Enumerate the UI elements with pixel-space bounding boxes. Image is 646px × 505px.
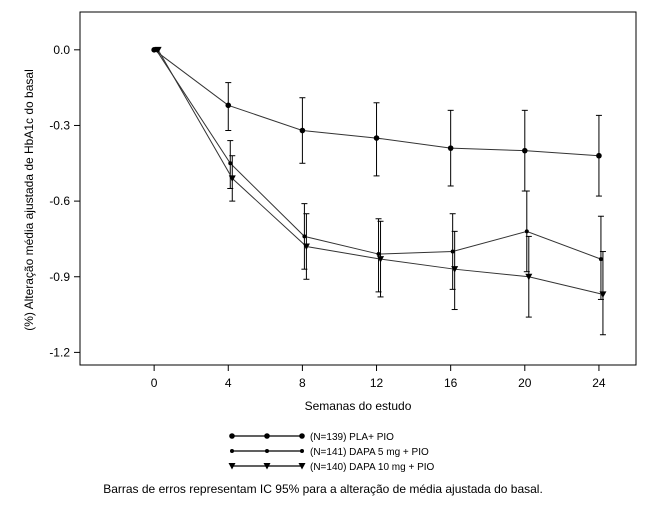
x-tick-label: 4 bbox=[225, 376, 232, 390]
data-point bbox=[447, 145, 454, 151]
data-point bbox=[230, 449, 234, 453]
data-point bbox=[154, 46, 162, 54]
x-tick-label: 20 bbox=[518, 376, 532, 390]
series-layer bbox=[151, 46, 607, 336]
plot-frame bbox=[79, 11, 637, 366]
data-point bbox=[225, 102, 232, 109]
data-point bbox=[228, 161, 233, 166]
data-point bbox=[299, 433, 305, 439]
data-point bbox=[598, 257, 603, 262]
data-point bbox=[524, 229, 529, 234]
data-point bbox=[596, 152, 602, 159]
data-point bbox=[228, 175, 236, 182]
y-tick-label: 0.0 bbox=[53, 43, 70, 57]
y-tick-label: -0.6 bbox=[49, 194, 70, 208]
x-tick-label: 16 bbox=[444, 376, 458, 390]
data-point bbox=[377, 256, 385, 263]
data-point bbox=[376, 252, 381, 257]
data-point bbox=[298, 463, 306, 470]
legend-label: (N=140) DAPA 10 mg + PIO bbox=[310, 462, 435, 473]
y-tick-label: -0.9 bbox=[49, 270, 70, 284]
data-point bbox=[522, 147, 528, 154]
y-axis: 0.0 -0.3 -0.6 -0.9 -1.2 bbox=[49, 43, 80, 359]
data-point bbox=[451, 266, 459, 273]
data-point bbox=[300, 449, 304, 453]
data-point bbox=[228, 463, 236, 470]
y-tick-label: -1.2 bbox=[49, 345, 70, 359]
data-point bbox=[229, 433, 235, 439]
data-point bbox=[302, 243, 310, 250]
data-point bbox=[450, 249, 455, 254]
data-point bbox=[263, 463, 271, 470]
legend-label: (N=139) PLA+ PIO bbox=[310, 432, 394, 443]
legend: (N=139) PLA+ PIO (N=141) DAPA 5 mg + PIO (… bbox=[228, 432, 435, 473]
legend-label: (N=141) DAPA 5 mg + PIO bbox=[310, 447, 429, 458]
series-2 bbox=[154, 47, 604, 300]
data-point bbox=[373, 135, 380, 141]
legend-entry: (N=140) DAPA 10 mg + PIO bbox=[228, 462, 435, 473]
data-point bbox=[302, 234, 307, 239]
data-point bbox=[264, 433, 270, 439]
y-tick-label: -0.3 bbox=[49, 118, 70, 132]
data-point bbox=[299, 127, 306, 134]
x-axis-title: Semanas do estudo bbox=[305, 399, 412, 413]
x-axis: 0 4 8 12 16 20 24 bbox=[151, 365, 606, 390]
data-point bbox=[525, 273, 533, 281]
series-1 bbox=[151, 47, 602, 197]
chart-caption: Barras de erros representam IC 95% para … bbox=[103, 482, 543, 496]
legend-entry: (N=141) DAPA 5 mg + PIO bbox=[230, 447, 429, 458]
x-tick-label: 8 bbox=[299, 376, 306, 390]
x-tick-label: 12 bbox=[370, 376, 384, 390]
x-tick-label: 24 bbox=[592, 376, 606, 390]
series-3 bbox=[154, 46, 607, 336]
data-point bbox=[265, 449, 269, 453]
y-axis-title: (%) Alteração média ajustada de HbA1c do… bbox=[22, 69, 36, 331]
x-tick-label: 0 bbox=[151, 376, 158, 390]
data-point bbox=[599, 291, 607, 298]
legend-entry: (N=139) PLA+ PIO bbox=[229, 432, 394, 443]
